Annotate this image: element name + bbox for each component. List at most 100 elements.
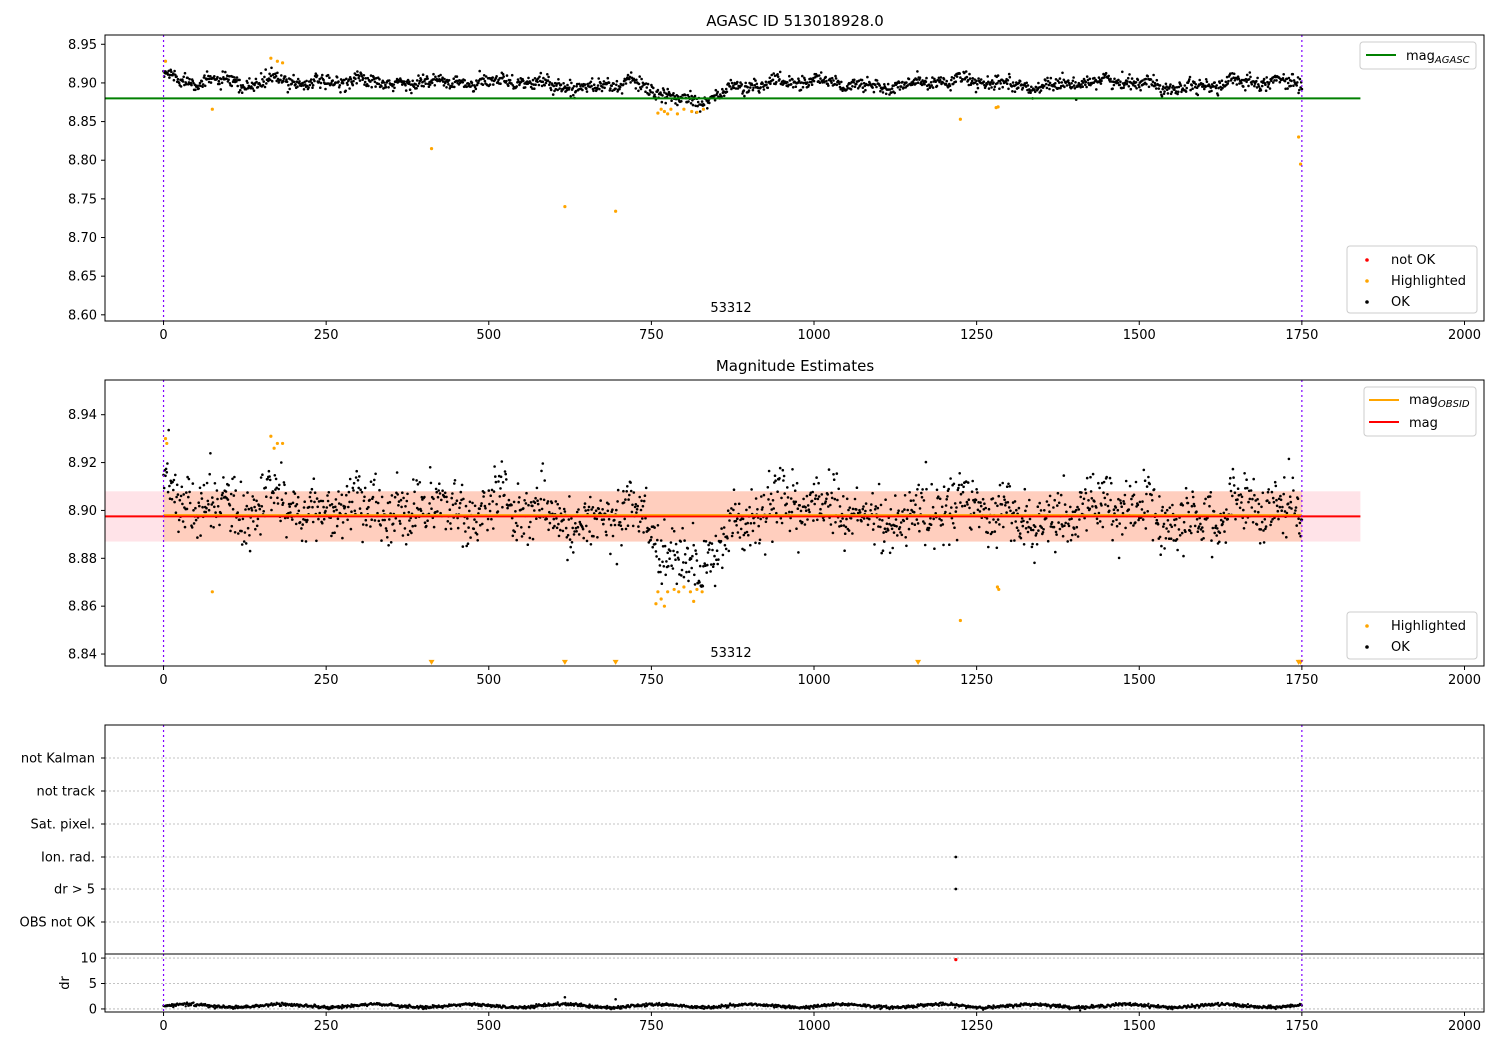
ok-point xyxy=(319,499,323,503)
ok-point xyxy=(1271,518,1274,521)
ok-point xyxy=(438,482,441,486)
ok-point xyxy=(506,506,509,510)
ok-point xyxy=(352,79,355,83)
ok-point xyxy=(313,500,316,504)
ok-point xyxy=(982,508,986,511)
ok-point xyxy=(395,471,399,474)
ok-point xyxy=(1111,80,1115,83)
ok-point xyxy=(976,508,980,512)
ok-point xyxy=(850,80,853,84)
ok-point xyxy=(162,486,166,490)
ok-point xyxy=(218,523,221,527)
ok-point xyxy=(726,537,729,540)
y-tick-label: 8.86 xyxy=(68,600,97,615)
ok-point xyxy=(276,71,279,75)
ok-point xyxy=(1248,497,1252,501)
ok-point xyxy=(198,81,202,85)
ok-point xyxy=(177,530,180,534)
ok-point xyxy=(641,517,644,520)
ok-point xyxy=(382,81,386,84)
ok-point xyxy=(570,81,573,85)
ok-point xyxy=(1076,505,1079,509)
ok-point xyxy=(1052,506,1055,509)
ok-point xyxy=(1055,533,1058,536)
ok-point xyxy=(964,70,968,73)
ok-point xyxy=(268,72,271,76)
ok-point xyxy=(784,512,788,515)
ok-point xyxy=(788,529,792,533)
ok-point xyxy=(300,527,303,530)
ok-point xyxy=(1014,83,1017,87)
ok-point xyxy=(562,82,565,85)
ok-point xyxy=(1236,498,1239,501)
ok-point xyxy=(799,519,802,523)
ok-point xyxy=(1281,505,1284,509)
highlighted-point xyxy=(656,590,660,594)
ok-point xyxy=(235,76,239,79)
ok-point xyxy=(1245,80,1248,84)
ok-point xyxy=(998,483,1002,487)
ok-point xyxy=(300,84,303,88)
ok-point xyxy=(786,486,789,489)
ok-point xyxy=(466,542,470,545)
ok-point xyxy=(801,520,804,524)
ok-point xyxy=(1052,525,1056,529)
ok-point xyxy=(1042,528,1045,531)
ok-point xyxy=(204,510,208,514)
ok-point xyxy=(201,83,205,86)
ok-point xyxy=(941,81,945,84)
ok-point xyxy=(890,87,894,90)
ok-point xyxy=(1257,83,1260,86)
ok-point xyxy=(317,80,321,83)
ok-point xyxy=(1148,482,1151,486)
ok-point xyxy=(1160,509,1164,512)
ok-point xyxy=(1146,510,1149,513)
ok-point xyxy=(1167,530,1170,533)
ok-point xyxy=(1035,543,1039,546)
ok-point xyxy=(1223,530,1226,533)
ok-point xyxy=(998,87,1001,90)
ok-point xyxy=(1185,496,1188,500)
ok-point xyxy=(482,495,485,498)
ok-point xyxy=(334,81,338,84)
ok-point xyxy=(626,485,629,488)
ok-point xyxy=(397,504,400,507)
ok-point xyxy=(829,523,833,526)
ok-point xyxy=(823,80,826,84)
ok-point xyxy=(1247,84,1250,88)
ok-point xyxy=(1184,530,1187,533)
ok-point xyxy=(767,80,771,84)
ok-point xyxy=(628,77,631,81)
ok-point xyxy=(953,502,957,505)
ok-point xyxy=(950,76,954,79)
ok-point xyxy=(855,82,858,86)
ok-point xyxy=(778,466,782,470)
ok-point xyxy=(1011,81,1015,84)
ok-point xyxy=(1071,510,1075,514)
ok-point xyxy=(802,497,805,501)
ok-point xyxy=(847,508,850,512)
ok-point xyxy=(335,508,338,512)
ok-point xyxy=(651,545,654,549)
ok-point xyxy=(406,78,410,82)
ok-point xyxy=(739,81,742,84)
ok-point xyxy=(321,499,325,503)
ok-point xyxy=(1155,518,1159,522)
ok-point xyxy=(710,542,714,545)
ok-point xyxy=(443,77,446,81)
ok-point xyxy=(677,558,680,561)
ok-point xyxy=(804,506,807,509)
ok-point xyxy=(540,469,543,473)
ok-point xyxy=(968,506,971,510)
ok-point xyxy=(452,77,456,80)
ok-point xyxy=(332,506,335,509)
ok-point xyxy=(1154,84,1157,87)
highlighted-point xyxy=(695,110,699,114)
ok-point xyxy=(807,508,811,512)
ok-point xyxy=(610,84,613,87)
highlighted-point xyxy=(996,105,1000,109)
ok-point xyxy=(552,84,556,88)
x-tick-label: 1250 xyxy=(960,673,993,688)
ok-point xyxy=(380,495,384,499)
ok-point xyxy=(1208,495,1212,498)
